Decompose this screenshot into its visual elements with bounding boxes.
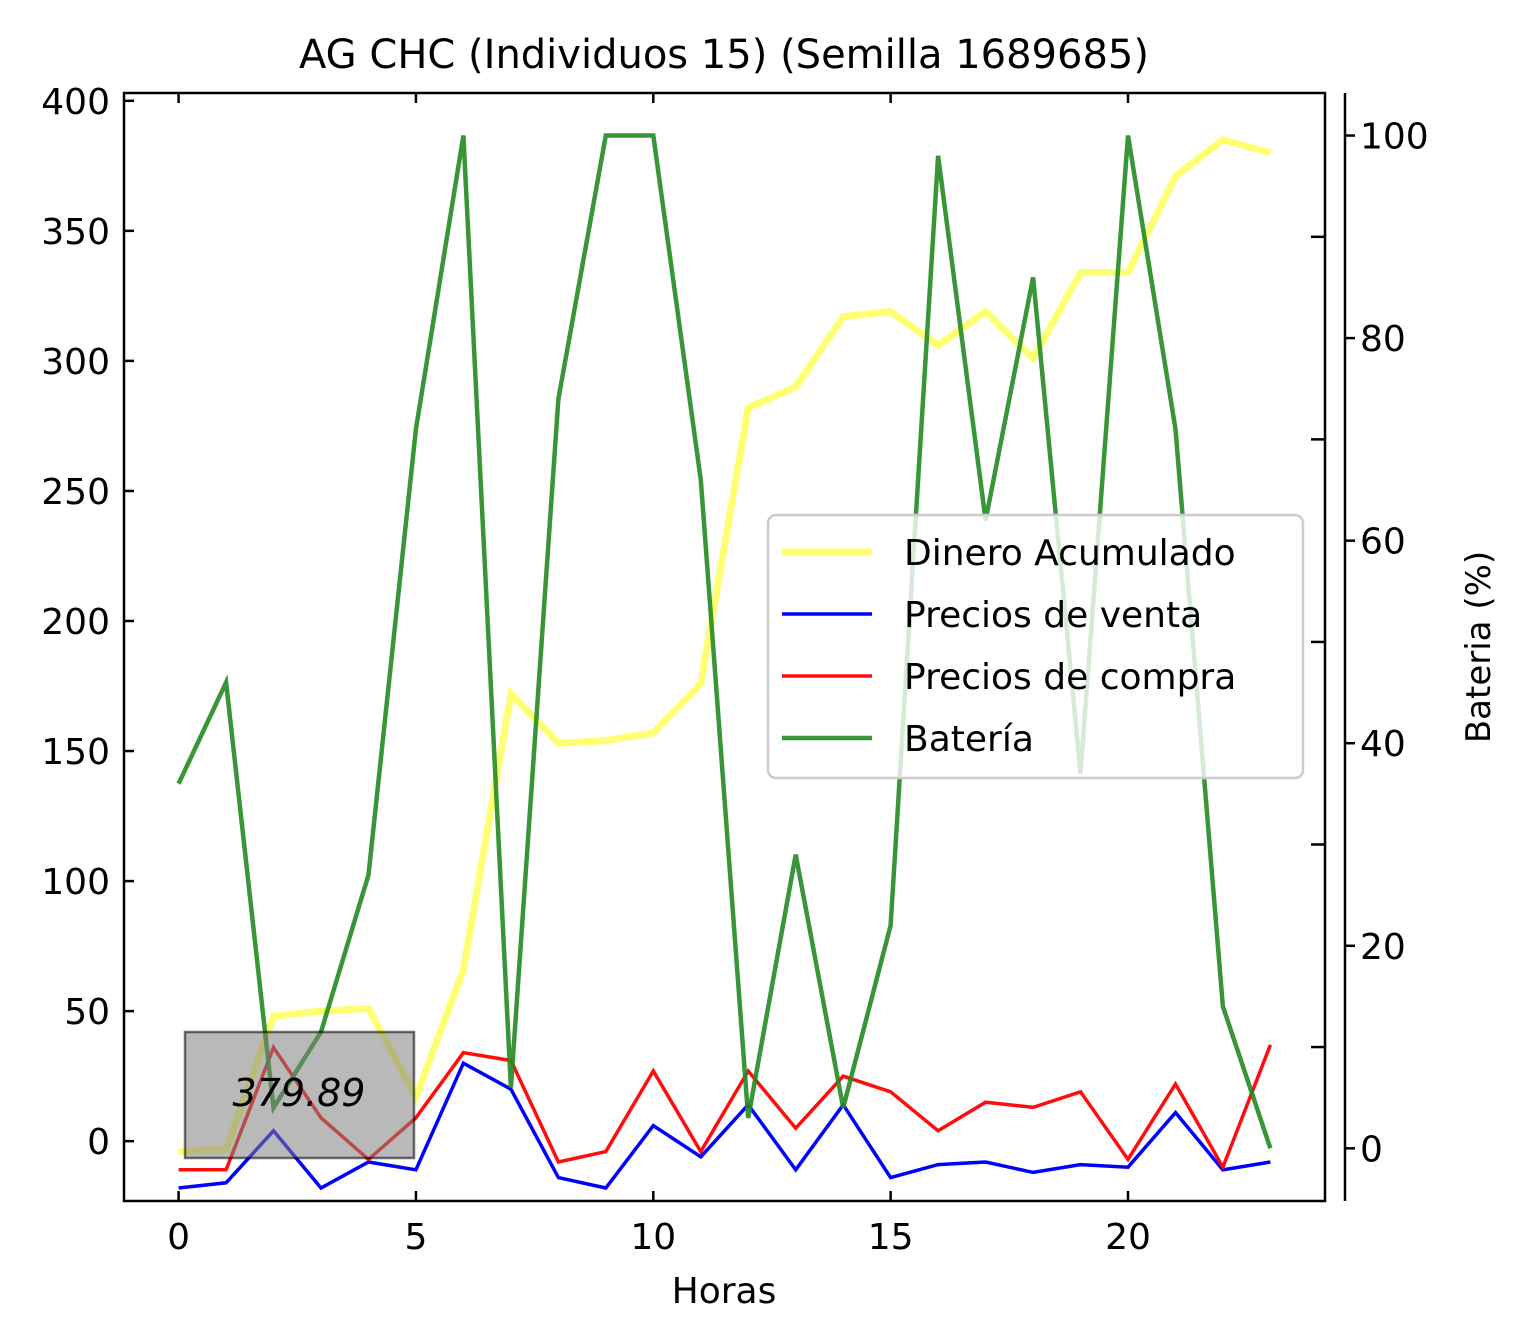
y-tick-label: 50	[64, 992, 110, 1033]
y-tick-label: 400	[41, 82, 110, 123]
y-tick-label: 100	[41, 862, 110, 903]
annotation-box	[183, 1030, 416, 1160]
annotation: 379.89	[183, 1030, 416, 1160]
y-tick-label: 0	[87, 1122, 110, 1163]
y-right-tick-label: 20	[1360, 927, 1406, 968]
y-tick-label: 200	[41, 602, 110, 643]
y-right-tick-label: 40	[1360, 724, 1406, 765]
y-axis-left: 0 50 100 150 200 250 300 350 400	[41, 82, 134, 1163]
y-axis-right: 0 20 40 60 80 100	[1311, 117, 1429, 1170]
y-tick-label: 300	[41, 342, 110, 383]
x-tick-label: 10	[630, 1217, 676, 1258]
y-right-tick-label: 60	[1360, 522, 1406, 563]
legend-label-bateria: Batería	[904, 719, 1034, 760]
series-line-precios-de-venta	[178, 1060, 1271, 1191]
legend: Dinero Acumulado Precios de venta Precios …	[766, 513, 1305, 780]
legend-label-precios-de-venta: Precios de venta	[904, 595, 1202, 636]
y-right-tick-label: 0	[1360, 1129, 1383, 1170]
y-axis-right-label: Bateria (%)	[1459, 551, 1499, 743]
y-tick-label: 350	[41, 212, 110, 253]
chart-title: AG CHC (Individuos 15) (Semilla 1689685)	[299, 32, 1149, 78]
series-line-dinero-acumulado	[178, 135, 1272, 1156]
x-tick-label: 15	[868, 1217, 914, 1258]
y-tick-label: 250	[41, 472, 110, 513]
x-tick-label: 5	[404, 1217, 427, 1258]
x-axis: 0 5 10 15 20	[167, 93, 1151, 1258]
x-tick-label: 20	[1105, 1217, 1151, 1258]
x-tick-label: 0	[167, 1217, 190, 1258]
x-axis-label: Horas	[672, 1271, 777, 1312]
y-right-tick-label: 80	[1360, 319, 1406, 360]
annotation-text: 379.89	[233, 1071, 366, 1115]
legend-label-precios-de-compra: Precios de compra	[904, 657, 1236, 698]
legend-label-dinero-acumulado: Dinero Acumulado	[904, 533, 1236, 574]
plot-area	[122, 91, 1327, 1203]
legend-frame	[766, 513, 1305, 780]
y-right-tick-label: 100	[1360, 117, 1429, 158]
y-tick-label: 150	[41, 732, 110, 773]
